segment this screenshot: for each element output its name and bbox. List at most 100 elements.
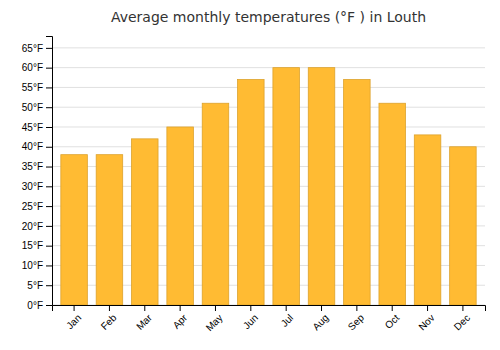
x-tick-mark (250, 305, 251, 311)
y-tick-mark (46, 147, 52, 148)
bar (414, 135, 441, 305)
grid-line (52, 107, 485, 108)
x-tick-mark (180, 305, 181, 311)
x-tick-label: Aug (310, 312, 330, 332)
x-tick-label: Apr (171, 312, 190, 331)
y-tick: 30°F (22, 181, 52, 192)
bar (61, 155, 88, 305)
plot: 0°F 5°F 10°F 15°F 20°F 25°F 30°F 35°F 40°F 45°F 50… (22, 37, 486, 334)
y-axis: 0°F 5°F 10°F 15°F 20°F 25°F 30°F 35°F 40°F 45°F 50… (22, 37, 53, 311)
y-tick-label: 60°F (22, 62, 43, 73)
y-tick: 65°F (22, 43, 52, 54)
bar (273, 68, 300, 305)
x-tick-mark (74, 305, 75, 311)
x-tick: May (204, 305, 225, 333)
y-tick-mark (46, 305, 52, 306)
grid-line (52, 126, 485, 127)
y-tick-mark (46, 285, 52, 286)
y-tick-mark (46, 68, 52, 69)
x-tick: Feb (99, 305, 119, 332)
y-tick-mark (46, 206, 52, 207)
x-tick-mark (144, 305, 145, 311)
x-tick: Apr (171, 305, 190, 331)
x-tick: Nov (416, 305, 436, 332)
bar (202, 103, 229, 305)
x-tick-label: Oct (383, 312, 402, 331)
y-tick-mark (46, 48, 52, 49)
x-tick: Sep (346, 305, 367, 332)
y-tick-mark (46, 246, 52, 247)
y-tick-label: 30°F (22, 181, 43, 192)
x-tick: Mar (134, 305, 154, 332)
grid-line (52, 67, 485, 68)
x-tick-label: May (204, 312, 225, 333)
bar (344, 80, 371, 305)
x-tick-label: Feb (99, 312, 119, 332)
y-tick-mark (46, 186, 52, 187)
x-tick-label: Sep (346, 312, 367, 333)
y-tick: 45°F (22, 122, 52, 133)
y-tick: 50°F (22, 102, 52, 113)
x-tick: Oct (383, 305, 402, 331)
grid-line (52, 47, 485, 48)
y-tick-label: 25°F (22, 201, 43, 212)
x-tick-label: Jul (279, 312, 296, 329)
y-tick: 5°F (27, 280, 52, 291)
x-tick-mark (321, 305, 322, 311)
x-axis: Jan Feb Mar Apr May Jun Jul Aug Sep Oct Nov Dec (53, 305, 486, 333)
x-tick-mark (356, 305, 357, 311)
y-tick-mark (46, 107, 52, 108)
y-tick-label: 35°F (22, 161, 43, 172)
y-tick: 55°F (22, 82, 52, 93)
x-tick-mark (215, 305, 216, 311)
x-tick: Jun (241, 305, 260, 331)
y-tick: 15°F (22, 240, 52, 251)
grid (52, 48, 485, 305)
x-tick-mark (427, 305, 428, 311)
x-tick: Aug (310, 305, 330, 332)
y-tick-label: 55°F (22, 82, 43, 93)
bar (132, 139, 159, 305)
y-tick-mark (46, 265, 52, 266)
y-tick-label: 15°F (22, 240, 43, 251)
y-tick-mark (46, 87, 52, 88)
x-tick: Jul (279, 305, 296, 329)
x-tick-mark (462, 305, 463, 311)
bar (167, 127, 194, 305)
bar (379, 103, 406, 305)
bar (96, 155, 123, 305)
bar (238, 80, 265, 305)
y-tick-mark (46, 167, 52, 168)
y-tick-label: 10°F (22, 260, 43, 271)
y-tick-label: 50°F (22, 102, 43, 113)
x-tick-label: Mar (134, 312, 154, 332)
x-tick-mark (392, 305, 393, 311)
y-tick: 60°F (22, 62, 52, 73)
y-axis-line (46, 37, 53, 306)
chart: 0°F 5°F 10°F 15°F 20°F 25°F 30°F 35°F 40°F 45°F 50… (0, 0, 500, 350)
x-tick: Jan (64, 305, 83, 331)
y-tick: 20°F (22, 221, 52, 232)
y-tick: 35°F (22, 161, 52, 172)
grid-line (52, 87, 485, 88)
y-tick-mark (46, 226, 52, 227)
title: Average monthly temperatures (°F ) in Lo… (111, 9, 426, 25)
x-tick-label: Nov (416, 312, 436, 332)
y-tick-label: 65°F (22, 43, 43, 54)
y-tick-label: 5°F (27, 280, 43, 291)
y-tick: 40°F (22, 141, 52, 152)
y-tick: 10°F (22, 260, 52, 271)
bars (61, 68, 476, 305)
x-tick-label: Jun (241, 312, 260, 331)
bar (450, 147, 477, 305)
y-tick-label: 0°F (27, 300, 43, 311)
x-tick-label: Jan (64, 312, 83, 331)
y-tick-label: 20°F (22, 221, 43, 232)
x-tick-mark (286, 305, 287, 311)
x-tick-label: Dec (452, 312, 472, 332)
x-tick: Dec (452, 305, 472, 332)
y-tick-mark (46, 127, 52, 128)
x-tick-mark (109, 305, 110, 311)
x-axis-line (53, 306, 486, 312)
y-tick: 0°F (27, 300, 52, 311)
